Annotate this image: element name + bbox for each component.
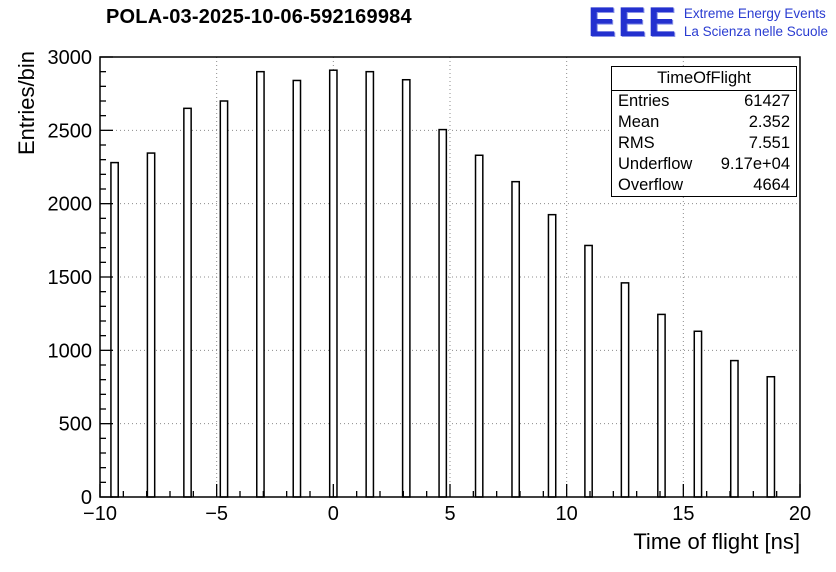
stats-value: 4664 [753, 176, 790, 194]
histogram-bar [219, 100, 229, 498]
histogram-bar [110, 161, 119, 498]
histogram-bar [584, 244, 593, 498]
y-axis-title: Entries/bin [14, 51, 39, 155]
y-tick-label: 2000 [48, 194, 93, 216]
stats-row-entries: Entries 61427 [612, 91, 796, 112]
y-tick-label: 3000 [48, 47, 93, 69]
histogram-bar [657, 313, 666, 498]
x-tick-label: 0 [328, 503, 339, 525]
stats-row-underflow: Underflow 9.17e+04 [612, 154, 796, 175]
stats-value: 9.17e+04 [720, 155, 790, 173]
histogram-bar [256, 70, 265, 498]
stats-box: TimeOfFlight Entries 61427 Mean 2.352 RM… [611, 66, 797, 197]
eee-logo-line1: Extreme Energy Events [683, 6, 826, 21]
histogram-bars [110, 69, 776, 498]
stats-row-overflow: Overflow 4664 [612, 175, 796, 196]
eee-logo-line2: La Scienza nelle Scuole [683, 23, 828, 39]
x-tick-label: 20 [789, 503, 811, 525]
eee-logo: EEE Extreme Energy Events La Scienza nel… [587, 0, 828, 45]
histogram-bar [693, 330, 703, 498]
histogram-bar [292, 79, 302, 498]
axis-tick-labels: −10 −5 0 5 10 15 20 0 500 1000 1500 2000 2500 3000 [48, 47, 812, 525]
eee-logo-caption: Extreme Energy Events La Scienza nelle S… [684, 2, 828, 40]
x-axis-title: Time of flight [ns] [633, 529, 800, 554]
histogram-bar [401, 78, 411, 498]
histogram-bar [365, 70, 375, 498]
stats-value: 7.551 [748, 134, 790, 152]
histogram-bar [183, 107, 192, 498]
x-tick-label: 5 [444, 503, 455, 525]
y-tick-label: 500 [59, 414, 92, 436]
y-tick-label: 0 [81, 487, 92, 509]
histogram-bar [547, 213, 557, 498]
stats-value: 61427 [744, 92, 790, 110]
stats-label: Overflow [618, 176, 684, 194]
histogram-bar [146, 152, 156, 498]
y-tick-label: 1500 [48, 267, 93, 289]
histogram-bar [729, 359, 739, 498]
histogram-bar [620, 282, 630, 498]
stats-label: Mean [618, 113, 660, 131]
stats-row-mean: Mean 2.352 [612, 112, 796, 133]
histogram-bar [766, 375, 776, 498]
eee-logo-letters: EEE [587, 0, 678, 45]
plot-title: POLA-03-2025-10-06-592169984 [106, 6, 412, 28]
x-tick-label: −10 [83, 503, 117, 525]
stats-label: Entries [618, 92, 670, 110]
histogram-bar [474, 154, 484, 498]
axis-titles: Time of flight [ns] Entries/bin [14, 51, 800, 554]
axis-ticks [99, 56, 801, 498]
histogram-bar [511, 180, 521, 498]
histogram-bar [438, 128, 448, 498]
stats-box-title: TimeOfFlight [612, 67, 796, 91]
y-tick-label: 2500 [48, 120, 93, 142]
stats-label: RMS [618, 134, 655, 152]
x-tick-label: −5 [205, 503, 228, 525]
x-tick-label: 15 [672, 503, 694, 525]
x-tick-label: 10 [556, 503, 578, 525]
stats-row-rms: RMS 7.551 [612, 133, 796, 154]
histogram-bar [328, 69, 338, 498]
y-tick-label: 1000 [48, 340, 93, 362]
stats-label: Underflow [618, 155, 693, 173]
stats-value: 2.352 [748, 113, 790, 131]
